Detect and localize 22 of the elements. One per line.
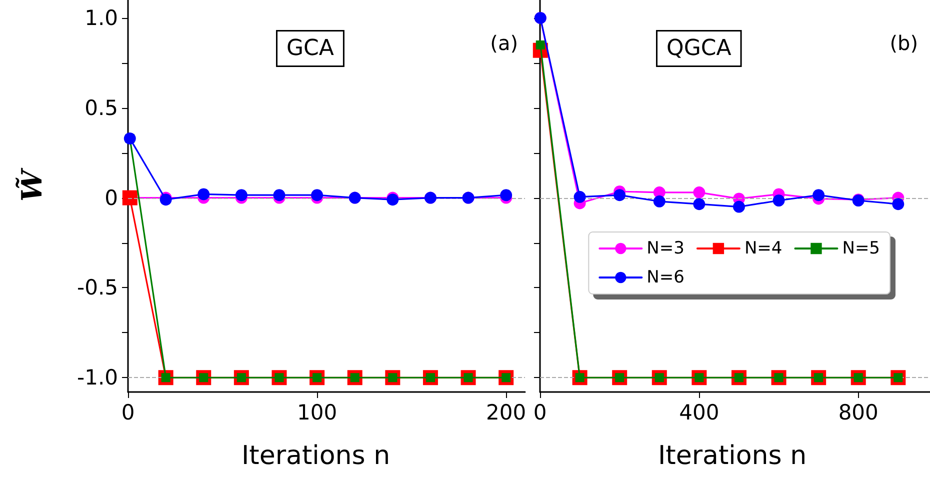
x-tick-label: 800 [838,400,878,424]
legend-label: N=5 [842,238,880,258]
x-tick-label: 0 [121,400,135,424]
legend-label: N=6 [646,268,684,288]
annotation: GCA [286,36,334,61]
y-tick-label: 1.0 [84,6,118,30]
x-tick-label: 0 [533,400,547,424]
y-tick-label: 0.5 [84,96,118,120]
x-axis-title: Iterations n [658,441,807,471]
y-axis-title: W̃ [15,167,48,202]
x-tick-label: 200 [486,400,526,424]
x-tick-label: 100 [297,400,338,424]
y-tick-label: -0.5 [77,276,118,300]
legend-label: N=4 [744,238,782,258]
x-tick-label: 400 [679,400,720,424]
legend-label: N=3 [646,238,684,258]
y-tick-label: -1.0 [77,366,118,390]
y-tick-label: 0 [104,186,118,210]
annotation: (b) [890,31,918,55]
annotation: QGCA [666,36,732,61]
x-axis-title: Iterations n [242,441,390,471]
annotation: (a) [490,31,518,55]
